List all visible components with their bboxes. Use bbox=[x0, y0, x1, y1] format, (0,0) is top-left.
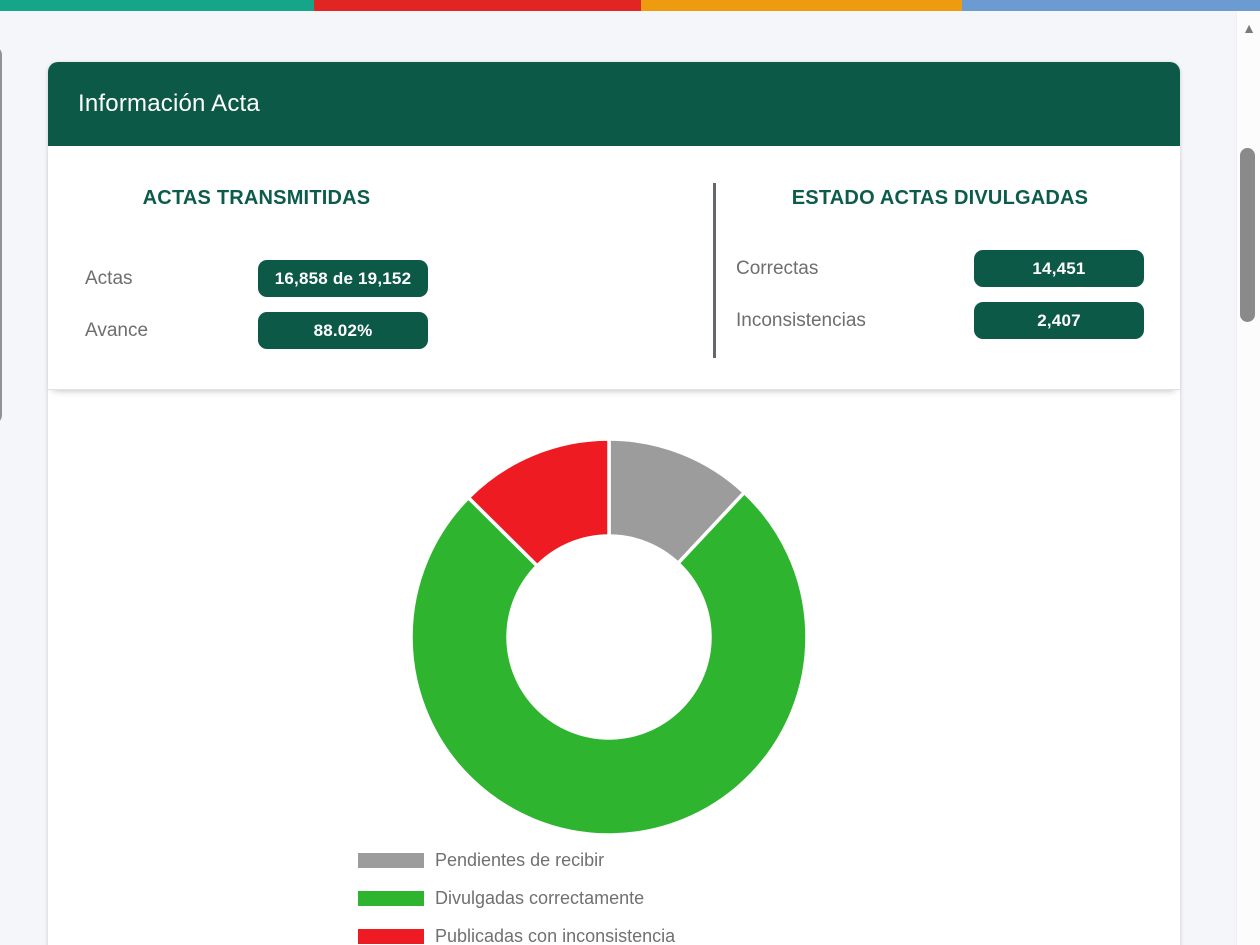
avance-value-badge: 88.02% bbox=[258, 312, 428, 349]
legend-item-inconsistencia: Publicadas con inconsistencia bbox=[358, 925, 675, 945]
legend-label-inconsistencia: Publicadas con inconsistencia bbox=[435, 926, 676, 945]
actas-value-badge: 16,858 de 19,152 bbox=[258, 260, 428, 297]
donut-slice-2 bbox=[466, 437, 611, 568]
scroll-up-icon[interactable]: ▲ bbox=[1242, 20, 1256, 36]
top-color-bar bbox=[0, 0, 1260, 11]
topbar-segment-red bbox=[314, 0, 641, 11]
section-divider bbox=[713, 183, 716, 358]
correctas-value-badge: 14,451 bbox=[974, 250, 1144, 287]
legend-item-divulgadas: Divulgadas correctamente bbox=[358, 887, 675, 910]
actas-label: Actas bbox=[85, 267, 133, 289]
chart-section: Pendientes de recibir Divulgadas correct… bbox=[48, 390, 1180, 945]
donut-slice-1 bbox=[409, 490, 809, 837]
card-header: Información Acta bbox=[48, 62, 1180, 146]
stat-row-correctas: Correctas 14,451 bbox=[736, 250, 1144, 287]
chart-legend: Pendientes de recibir Divulgadas correct… bbox=[358, 849, 675, 945]
scrollbar-thumb[interactable] bbox=[1240, 148, 1255, 322]
legend-item-pendientes: Pendientes de recibir bbox=[358, 849, 675, 872]
legend-label-divulgadas: Divulgadas correctamente bbox=[435, 888, 645, 908]
actas-transmitidas-section: ACTAS TRANSMITIDAS Actas 16,858 de 19,15… bbox=[48, 146, 713, 389]
stats-panel: ACTAS TRANSMITIDAS Actas 16,858 de 19,15… bbox=[48, 146, 1180, 390]
offscreen-panel-edge bbox=[0, 46, 2, 424]
topbar-segment-orange bbox=[641, 0, 962, 11]
legend-swatch-pendientes-icon bbox=[358, 853, 424, 868]
donut-chart-svg bbox=[409, 437, 809, 837]
inconsistencias-label: Inconsistencias bbox=[736, 309, 866, 331]
topbar-segment-blue bbox=[962, 0, 1260, 11]
stat-row-actas: Actas 16,858 de 19,152 bbox=[85, 260, 428, 297]
topbar-segment-teal bbox=[0, 0, 314, 11]
stat-row-avance: Avance 88.02% bbox=[85, 312, 428, 349]
informacion-acta-card: Información Acta ACTAS TRANSMITIDAS Acta… bbox=[48, 62, 1180, 945]
correctas-label: Correctas bbox=[736, 257, 819, 279]
avance-label: Avance bbox=[85, 319, 149, 341]
legend-swatch-divulgadas-icon bbox=[358, 891, 424, 906]
inconsistencias-value-badge: 2,407 bbox=[974, 302, 1144, 339]
scrollbar-track[interactable]: ▲ bbox=[1236, 11, 1260, 945]
page-title: Información Acta bbox=[78, 90, 260, 117]
legend-swatch-inconsistencia-icon bbox=[358, 929, 424, 944]
stat-row-inconsistencias: Inconsistencias 2,407 bbox=[736, 302, 1144, 339]
donut-chart bbox=[407, 435, 811, 839]
actas-transmitidas-title: ACTAS TRANSMITIDAS bbox=[142, 187, 371, 209]
estado-actas-divulgadas-title: ESTADO ACTAS DIVULGADAS bbox=[791, 187, 1089, 209]
legend-label-pendientes: Pendientes de recibir bbox=[435, 850, 605, 870]
estado-actas-divulgadas-section: ESTADO ACTAS DIVULGADAS Correctas 14,451… bbox=[716, 146, 1180, 389]
